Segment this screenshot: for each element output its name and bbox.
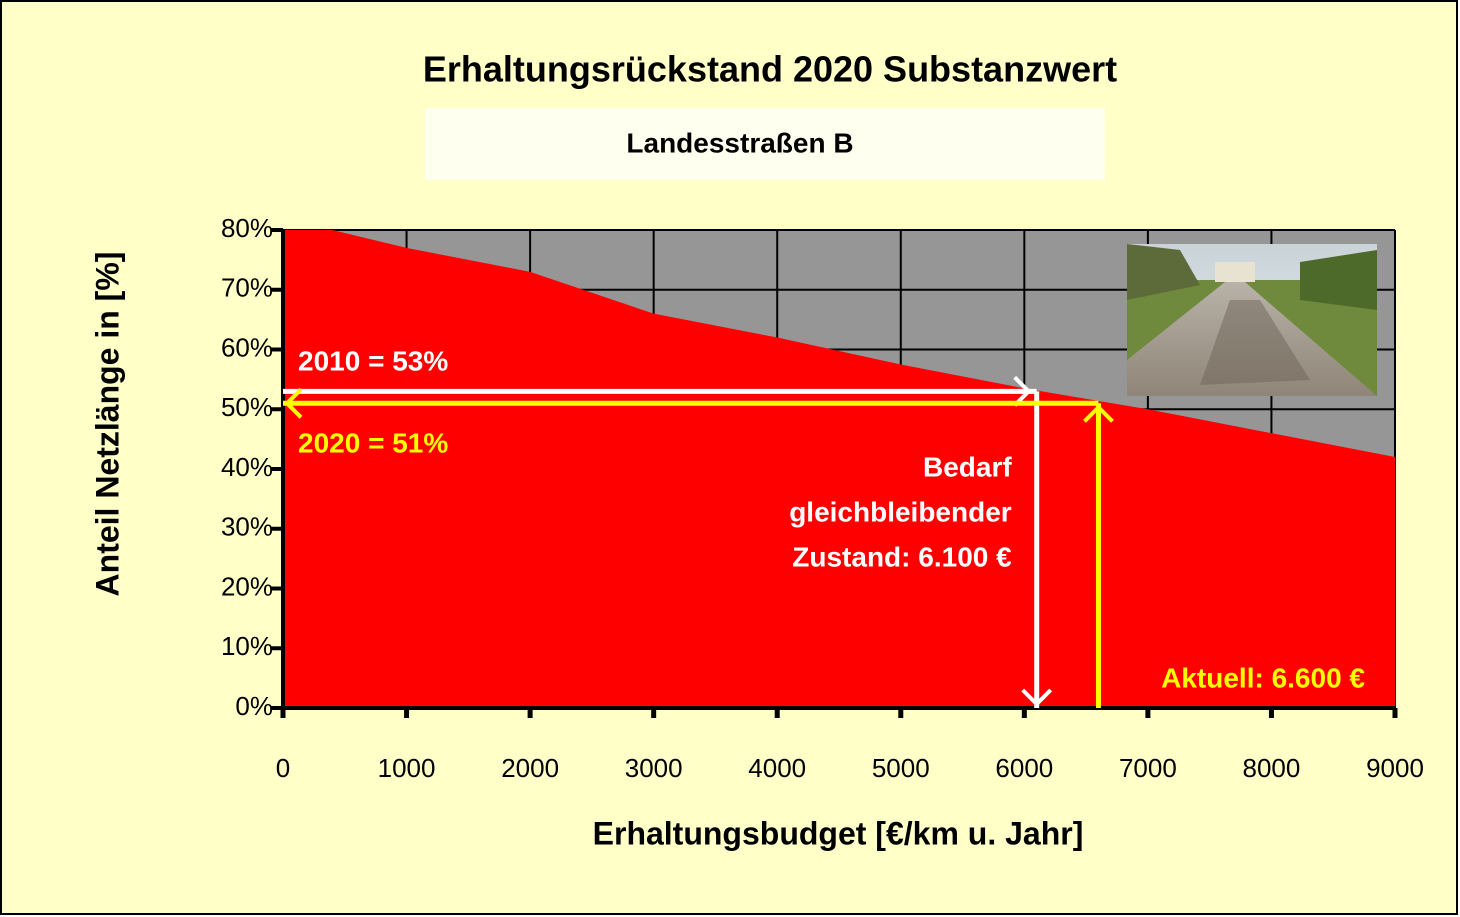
chart-title: Erhaltungsrückstand 2020 Substanzwert (423, 49, 1117, 90)
x-tick-label: 2000 (501, 753, 559, 783)
photo-house (1215, 262, 1255, 282)
y-tick-label: 50% (221, 392, 273, 422)
marker-label: 2020 = 51% (298, 428, 448, 459)
marker-label: Zustand: 6.100 € (792, 542, 1012, 573)
x-tick-label: 8000 (1243, 753, 1301, 783)
photo-trees (1127, 244, 1200, 300)
photo-patches (1200, 300, 1310, 385)
road-photo (1127, 244, 1377, 396)
marker-label: Aktuell: 6.600 € (1161, 662, 1365, 693)
marker-label: 2010 = 53% (298, 346, 448, 377)
y-tick-label: 10% (221, 631, 273, 661)
x-tick-label: 3000 (625, 753, 683, 783)
area (283, 230, 1395, 708)
arrow-head (284, 387, 303, 419)
y-tick-label: 60% (221, 332, 273, 362)
plot-area (282, 229, 1396, 709)
marker-label: gleichbleibender (789, 497, 1012, 528)
y-tick-label: 70% (221, 273, 273, 303)
x-tick-label: 0 (276, 753, 290, 783)
x-tick-label: 1000 (378, 753, 436, 783)
y-tick-label: 40% (221, 452, 273, 482)
arrow-head (1021, 688, 1053, 707)
y-tick-label: 30% (221, 512, 273, 542)
y-tick-label: 20% (221, 571, 273, 601)
x-tick-label: 5000 (872, 753, 930, 783)
x-axis-title: Erhaltungsbudget [€/km u. Jahr] (593, 815, 1084, 851)
x-tick-label: 9000 (1366, 753, 1424, 783)
y-tick-label: 0% (235, 691, 273, 721)
y-tick-label: 80% (221, 213, 273, 243)
marker-label: Bedarf (923, 452, 1012, 483)
arrow-head (1083, 404, 1114, 423)
subtitle-box (425, 108, 1105, 180)
y-axis-title: Anteil Netzlänge in [%] (89, 252, 125, 597)
arrow-head (1013, 375, 1032, 407)
x-tick-label: 7000 (1119, 753, 1177, 783)
chart-subtitle: Landesstraßen B (626, 127, 853, 158)
x-tick-label: 4000 (748, 753, 806, 783)
x-tick-label: 6000 (995, 753, 1053, 783)
photo-trees (1300, 250, 1377, 310)
